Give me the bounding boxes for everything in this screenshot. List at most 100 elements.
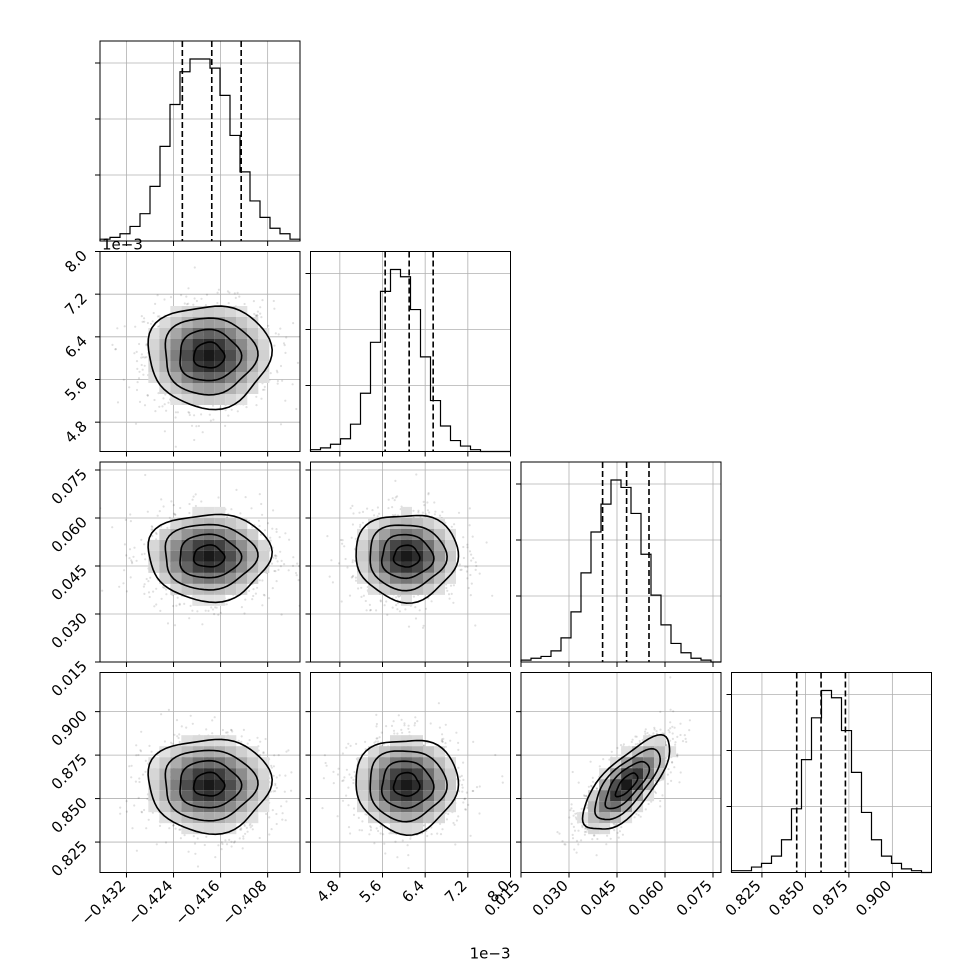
density-cell — [434, 517, 445, 529]
scatter-point — [162, 505, 165, 508]
density-cell — [181, 361, 193, 372]
y-tick-label: 6.4 — [61, 332, 91, 362]
scatter-point — [133, 352, 136, 355]
density-cell — [434, 572, 445, 584]
scatter-point — [275, 555, 278, 558]
scatter-point — [188, 617, 191, 620]
scatter-point — [131, 562, 134, 565]
scatter-point — [211, 719, 214, 722]
scatter-point — [204, 304, 207, 307]
scatter-point — [262, 593, 265, 596]
scatter-point — [359, 525, 362, 529]
scatter-point — [159, 609, 162, 613]
density-cell — [247, 779, 259, 791]
scatter-point — [143, 552, 146, 555]
scatter-point — [140, 538, 143, 542]
scatter-point — [143, 404, 147, 407]
density-cell — [401, 550, 412, 562]
x-tick-label: −0.424 — [124, 877, 176, 929]
panel-0-3 — [119, 708, 293, 868]
density-cell — [192, 361, 204, 372]
scatter-point — [140, 811, 144, 814]
scatter-point — [193, 297, 196, 300]
scatter-point — [243, 302, 246, 306]
scatter-point — [251, 526, 254, 529]
scatter-point — [200, 413, 203, 416]
scatter-point — [125, 810, 128, 813]
scatter-point — [111, 343, 114, 346]
scatter-point — [258, 524, 261, 528]
scatter-point — [279, 550, 282, 553]
density-cell — [258, 350, 270, 361]
scatter-point — [280, 805, 283, 808]
density-cell — [203, 383, 215, 394]
scatter-point — [256, 586, 259, 589]
scatter-point — [155, 532, 158, 536]
scatter-point — [245, 406, 248, 409]
scatter-point — [314, 578, 316, 580]
density-cell — [423, 539, 434, 551]
scatter-point — [395, 604, 398, 607]
density-cell — [247, 550, 259, 562]
scatter-point — [214, 606, 217, 609]
scatter-point — [248, 824, 251, 827]
scatter-point — [453, 523, 456, 526]
contour-level-2 — [179, 533, 243, 579]
scatter-point — [379, 599, 382, 602]
density-cell — [368, 561, 379, 573]
density-cell — [148, 757, 160, 769]
scatter-point — [226, 290, 229, 293]
scatter-point — [255, 395, 258, 398]
scatter-point — [166, 526, 169, 530]
scatter-point — [387, 498, 390, 501]
scatter-point — [277, 568, 280, 572]
scatter-point — [291, 383, 294, 386]
scatter-point — [466, 565, 469, 568]
scatter-point — [277, 333, 280, 336]
scatter-point — [123, 569, 126, 572]
scatter-point — [349, 507, 352, 510]
scatter-point — [296, 562, 299, 565]
density-cell — [225, 517, 237, 529]
scatter-point — [150, 525, 153, 528]
scatter-point — [163, 586, 166, 590]
density-cell — [236, 790, 248, 802]
density-cell — [247, 801, 259, 813]
panel-frame — [310, 251, 511, 452]
scatter-point — [376, 506, 379, 509]
density-cell — [236, 746, 248, 758]
density-cell — [181, 779, 193, 791]
density-cell — [368, 583, 379, 595]
density-cell — [203, 372, 215, 383]
contour-level-3 — [192, 544, 226, 568]
scatter-point — [467, 586, 470, 590]
scatter-point — [231, 730, 234, 733]
scatter-point — [258, 493, 261, 496]
contour-level-0 — [147, 738, 274, 836]
density-cell — [368, 539, 379, 551]
scatter-point — [330, 559, 333, 562]
scatter-point — [238, 295, 241, 298]
scatter-point — [244, 598, 247, 601]
density-cell — [357, 561, 368, 573]
density-cell — [181, 539, 193, 551]
scatter-point — [433, 501, 436, 504]
density-cell — [181, 561, 193, 573]
scatter-point — [140, 315, 143, 318]
density-cell — [247, 561, 259, 573]
scatter-point — [326, 535, 329, 538]
scatter-point — [209, 419, 212, 422]
density-cell — [170, 757, 182, 769]
density-cell — [192, 779, 204, 791]
scatter-point — [267, 597, 271, 600]
density-cell — [192, 572, 204, 584]
density-cell — [148, 550, 160, 562]
scatter-point — [192, 303, 195, 306]
scatter-point — [180, 294, 183, 297]
scatter-point — [174, 827, 177, 830]
scatter-point — [275, 786, 278, 790]
scatter-point — [187, 411, 190, 414]
scatter-point — [139, 749, 142, 752]
density-cell — [159, 550, 171, 562]
scatter-point — [144, 558, 147, 561]
